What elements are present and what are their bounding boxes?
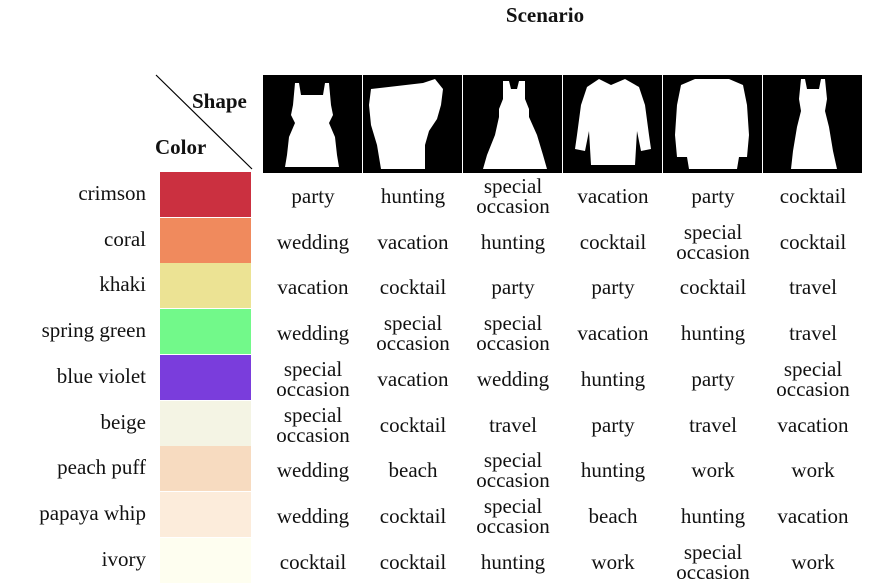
shape-image-jacket-dress [663,75,762,173]
scenario-cell: vacation [377,366,449,391]
shape-axis-label: Shape [192,89,247,113]
color-swatch [160,537,251,583]
color-swatch [160,217,251,263]
scenario-cell: vacation [777,503,849,528]
scenario-cell: vacation [377,229,449,254]
scenario-cell: hunting [380,184,446,208]
color-name-label: ivory [101,546,146,571]
scenario-cell: wedding [476,366,550,391]
scenario-cell: cocktail [579,229,647,254]
color-name-label: khaki [99,272,146,297]
scenario-cell: party [291,184,335,208]
scenario-cell: special occasion [376,311,450,356]
scenario-cell: hunting [480,549,546,574]
scenario-cell: party [591,412,635,437]
color-name-label: papaya whip [39,500,146,525]
scenario-cell: wedding [276,503,350,528]
color-swatch [160,446,251,492]
scenario-cell: special occasion [676,539,750,584]
shape-image-sleeveless-short-dress [263,75,362,173]
color-name-label: beige [100,409,146,434]
color-axis-label: Color [155,135,207,159]
color-swatch [160,354,251,400]
diagonal-divider [155,74,253,170]
color-name-label: peach puff [57,455,146,480]
scenario-cell: special occasion [676,219,750,264]
shape-image-one-shoulder-dress [363,75,462,173]
scenario-cell: special occasion [476,493,550,538]
scenario-cell: party [491,275,535,300]
scenario-cell: special occasion [476,311,550,356]
color-swatch [160,263,251,309]
scenario-cell: travel [689,412,737,437]
scenario-cell: wedding [276,458,350,483]
scenario-cell: vacation [277,275,349,300]
shape-image-long-slim-dress [763,75,862,173]
scenario-cell: special occasion [276,356,350,401]
scenario-cell: cocktail [379,275,447,300]
color-swatch [160,309,251,355]
color-swatch [160,172,251,217]
color-swatch [160,491,251,537]
scenario-cell: hunting [580,458,646,483]
scenario-cell: party [591,275,635,300]
scenario-cell: work [591,549,635,574]
color-name-label: coral [104,226,146,251]
scenario-cell: hunting [680,321,746,346]
scenario-cell: cocktail [379,412,447,437]
scenario-cell: vacation [577,184,649,208]
scenario-cell: special occasion [476,174,550,218]
scenario-cell: wedding [276,229,350,254]
scenario-cell: cocktail [779,229,847,254]
shape-image-long-sleeve-dress [563,75,662,173]
scenario-cell: work [791,458,835,483]
scenario-cell: travel [489,412,537,437]
scenario-cell: party [691,366,735,391]
scenario-cell: beach [388,458,438,483]
scenario-cell: cocktail [779,184,847,208]
scenario-cell: hunting [680,503,746,528]
scenario-cell: cocktail [379,549,447,574]
color-swatch [160,400,251,446]
scenario-cell: cocktail [379,503,447,528]
scenario-cell: vacation [777,412,849,437]
shape-image-flared-dress [463,75,562,173]
scenario-cell: cocktail [679,275,747,300]
scenario-cell: beach [588,503,638,528]
scenario-cell: travel [789,275,837,300]
color-name-label: crimson [78,181,146,205]
scenario-cell: wedding [276,321,350,346]
scenario-cell: special occasion [276,402,350,447]
scenario-cell: work [791,549,835,574]
color-name-label: spring green [41,318,146,343]
header-corner: Shape Color [150,73,260,173]
scenario-cell: cocktail [279,549,347,574]
color-name-label: blue violet [56,363,146,388]
scenario-cell: hunting [580,366,646,391]
scenario-cell: hunting [480,229,546,254]
scenario-title: Scenario [505,3,585,27]
scenario-cell: vacation [577,321,649,346]
scenario-cell: work [691,458,735,483]
scenario-cell: travel [789,321,837,346]
scenario-cell: party [691,184,735,208]
scenario-cell: special occasion [776,356,850,401]
scenario-cell: special occasion [476,448,550,493]
